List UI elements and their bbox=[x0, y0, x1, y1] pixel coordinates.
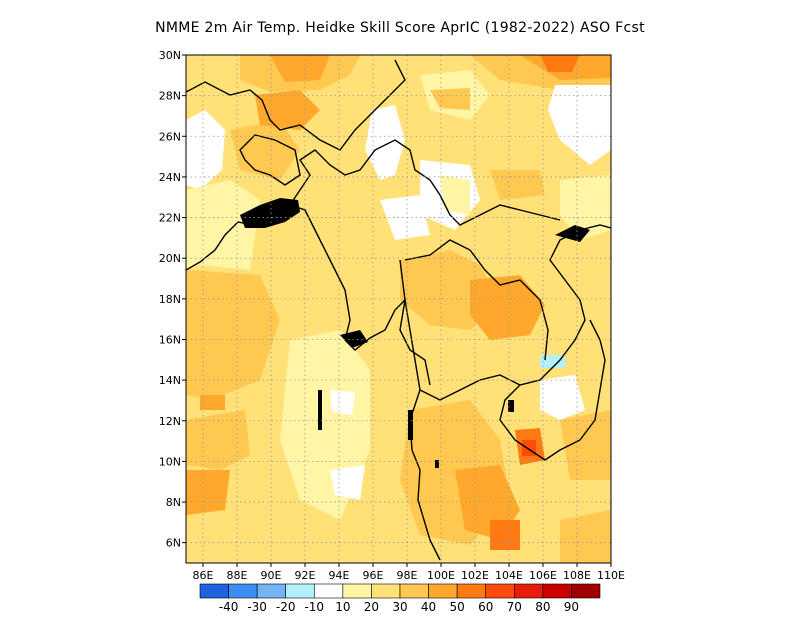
legend-swatch bbox=[428, 583, 458, 599]
y-tick-label: 14N bbox=[159, 374, 181, 387]
legend-label: -10 bbox=[304, 600, 324, 614]
y-tick-label: 22N bbox=[159, 212, 181, 225]
y-axis-ticks: 6N 8N 10N 12N 14N 16N 18N 20N 22N 24N 26N 28N 30N bbox=[159, 49, 186, 550]
legend-label: 30 bbox=[392, 600, 407, 614]
x-tick-label: 98E bbox=[397, 569, 418, 582]
skill-field bbox=[186, 55, 611, 563]
legend-swatch bbox=[399, 583, 429, 599]
legend-swatch bbox=[542, 583, 572, 599]
y-tick-label: 26N bbox=[159, 130, 181, 143]
y-tick-label: 12N bbox=[159, 415, 181, 428]
legend-swatch bbox=[342, 583, 372, 599]
y-tick-label: 20N bbox=[159, 252, 181, 265]
x-tick-label: 90E bbox=[261, 569, 282, 582]
legend-label: 70 bbox=[507, 600, 522, 614]
plot-frame bbox=[185, 54, 612, 564]
x-tick-label: 104E bbox=[495, 569, 523, 582]
x-tick-label: 108E bbox=[563, 569, 591, 582]
x-tick-label: 106E bbox=[529, 569, 557, 582]
x-tick-label: 96E bbox=[363, 569, 384, 582]
legend-label: 20 bbox=[364, 600, 379, 614]
y-tick-label: 6N bbox=[166, 537, 181, 550]
legend-swatch bbox=[371, 583, 401, 599]
y-tick-label: 16N bbox=[159, 333, 181, 346]
legend-swatch bbox=[256, 583, 287, 599]
legend-label: -30 bbox=[247, 600, 267, 614]
legend-swatch bbox=[571, 583, 601, 599]
legend-colorbar bbox=[199, 583, 601, 599]
legend-swatch bbox=[456, 583, 487, 599]
map-title: NMME 2m Air Temp. Heidke Skill Score Apr… bbox=[155, 20, 645, 36]
legend-label: 90 bbox=[564, 600, 579, 614]
legend-swatch bbox=[228, 583, 258, 599]
y-tick-label: 18N bbox=[159, 293, 181, 306]
x-tick-label: 94E bbox=[329, 569, 350, 582]
legend-label: -20 bbox=[276, 600, 296, 614]
x-tick-label: 102E bbox=[461, 569, 489, 582]
legend-swatch bbox=[485, 583, 515, 599]
x-tick-label: 100E bbox=[427, 569, 455, 582]
legend-label: 10 bbox=[335, 600, 350, 614]
x-axis-ticks: 86E 88E 90E 92E 94E 96E 98E 100E 102E 104E 106E 108… bbox=[193, 563, 625, 582]
legend-label: 60 bbox=[478, 600, 493, 614]
x-tick-label: 86E bbox=[193, 569, 214, 582]
y-tick-label: 28N bbox=[159, 90, 181, 103]
legend-labels: -40 -30 -20 -10 10 20 30 40 50 60 70 80 90 bbox=[219, 600, 579, 614]
legend-label: 40 bbox=[421, 600, 436, 614]
y-tick-label: 24N bbox=[159, 171, 181, 184]
x-tick-label: 110E bbox=[597, 569, 625, 582]
legend-swatch bbox=[285, 583, 315, 599]
y-tick-label: 30N bbox=[159, 49, 181, 62]
legend-swatch bbox=[513, 583, 544, 599]
legend-label: -40 bbox=[219, 600, 239, 614]
legend-swatch bbox=[313, 583, 344, 599]
legend-swatch bbox=[199, 583, 229, 599]
legend-label: 50 bbox=[450, 600, 465, 614]
x-tick-label: 88E bbox=[227, 569, 248, 582]
y-tick-label: 8N bbox=[166, 496, 181, 509]
y-tick-label: 10N bbox=[159, 455, 181, 468]
delta-marks bbox=[240, 198, 590, 468]
legend-label: 80 bbox=[535, 600, 550, 614]
x-tick-label: 92E bbox=[295, 569, 316, 582]
lat-lon-grid bbox=[186, 55, 611, 563]
